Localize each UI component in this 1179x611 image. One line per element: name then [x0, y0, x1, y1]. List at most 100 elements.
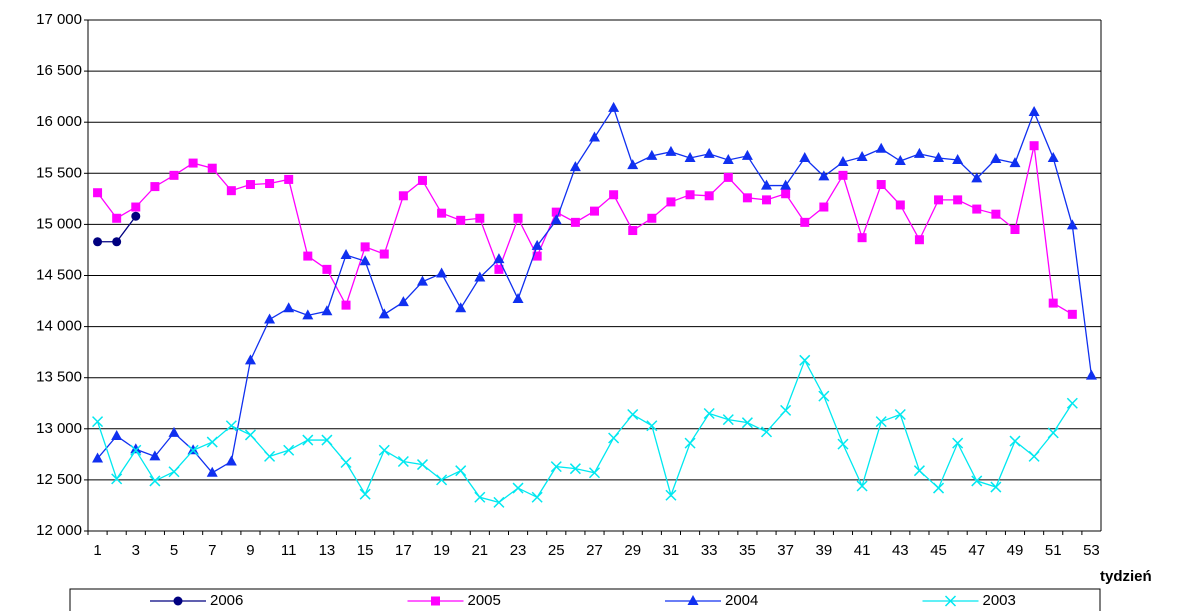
marker: [532, 251, 542, 261]
marker: [226, 186, 236, 196]
marker: [894, 155, 906, 166]
x-tick-label: 47: [968, 542, 985, 559]
x-tick-label: 51: [1045, 542, 1062, 559]
marker: [92, 416, 104, 428]
x-tick-label: 23: [510, 542, 527, 559]
marker: [569, 463, 581, 475]
marker: [111, 473, 123, 485]
marker: [321, 434, 333, 446]
series-line: [96, 358, 1073, 504]
marker: [608, 432, 620, 444]
marker: [933, 482, 945, 494]
x-tick-label: 17: [395, 542, 412, 559]
series: [93, 141, 1077, 319]
marker: [704, 191, 714, 201]
marker: [913, 147, 925, 158]
marker: [687, 595, 699, 605]
y-tick-label: 13 500: [36, 369, 82, 386]
marker: [207, 163, 217, 173]
x-tick-label: 5: [170, 542, 178, 559]
marker: [264, 313, 276, 324]
marker: [150, 182, 160, 192]
marker: [685, 190, 695, 200]
marker: [340, 249, 352, 260]
marker: [646, 149, 658, 160]
marker: [512, 293, 524, 304]
marker: [780, 179, 792, 190]
marker: [531, 239, 543, 250]
marker: [647, 213, 657, 223]
marker: [646, 420, 658, 432]
marker: [513, 213, 523, 223]
marker: [895, 200, 905, 210]
marker: [398, 191, 408, 201]
marker: [971, 475, 983, 487]
marker: [112, 213, 122, 223]
marker: [971, 172, 983, 183]
marker: [265, 179, 275, 189]
marker: [416, 459, 429, 471]
marker: [303, 251, 313, 261]
marker: [93, 237, 103, 247]
marker: [913, 465, 925, 477]
marker: [952, 437, 964, 449]
marker: [894, 408, 906, 421]
y-tick-label: 12 000: [36, 522, 82, 539]
marker: [494, 264, 504, 274]
marker: [550, 214, 562, 225]
x-axis-label: tydzień: [1100, 568, 1152, 585]
marker: [244, 354, 256, 365]
marker: [703, 407, 715, 420]
marker: [800, 217, 810, 227]
x-tick-label: 31: [663, 542, 680, 559]
marker: [455, 302, 467, 313]
marker: [1009, 157, 1021, 168]
marker: [1066, 397, 1078, 409]
marker: [837, 438, 849, 450]
series: [93, 211, 141, 247]
marker: [589, 131, 600, 142]
marker: [876, 180, 886, 190]
marker: [781, 189, 791, 199]
marker: [168, 466, 180, 478]
x-tick-label: 49: [1007, 542, 1024, 559]
marker: [742, 193, 752, 203]
y-tick-label: 16 500: [36, 62, 82, 79]
marker: [933, 151, 945, 162]
y-tick-label: 15 000: [36, 215, 82, 232]
marker: [149, 475, 161, 487]
y-tick-label: 13 000: [36, 420, 82, 437]
marker: [588, 467, 601, 479]
marker: [819, 202, 829, 212]
x-tick-label: 13: [319, 542, 336, 559]
marker: [628, 226, 638, 236]
marker: [703, 147, 715, 158]
x-tick-label: 1: [93, 542, 101, 559]
marker: [944, 595, 957, 607]
marker: [112, 237, 122, 247]
marker: [359, 255, 371, 266]
marker: [378, 444, 390, 456]
marker: [590, 206, 599, 216]
marker: [92, 452, 104, 463]
legend-box: [69, 588, 1101, 611]
x-tick-label: 45: [930, 542, 947, 559]
marker: [283, 302, 295, 313]
y-tick-label: 12 500: [36, 471, 82, 488]
marker: [875, 142, 887, 153]
x-tick-label: 37: [777, 542, 794, 559]
marker: [225, 455, 237, 466]
marker: [131, 211, 141, 221]
marker: [1029, 141, 1039, 151]
marker: [837, 156, 849, 167]
marker: [436, 267, 448, 278]
legend-label: 2003: [983, 592, 1016, 609]
marker: [953, 195, 963, 205]
marker: [187, 444, 199, 456]
marker: [741, 149, 753, 160]
marker: [723, 172, 733, 182]
marker: [436, 474, 448, 486]
marker: [359, 488, 371, 500]
marker: [780, 404, 792, 416]
